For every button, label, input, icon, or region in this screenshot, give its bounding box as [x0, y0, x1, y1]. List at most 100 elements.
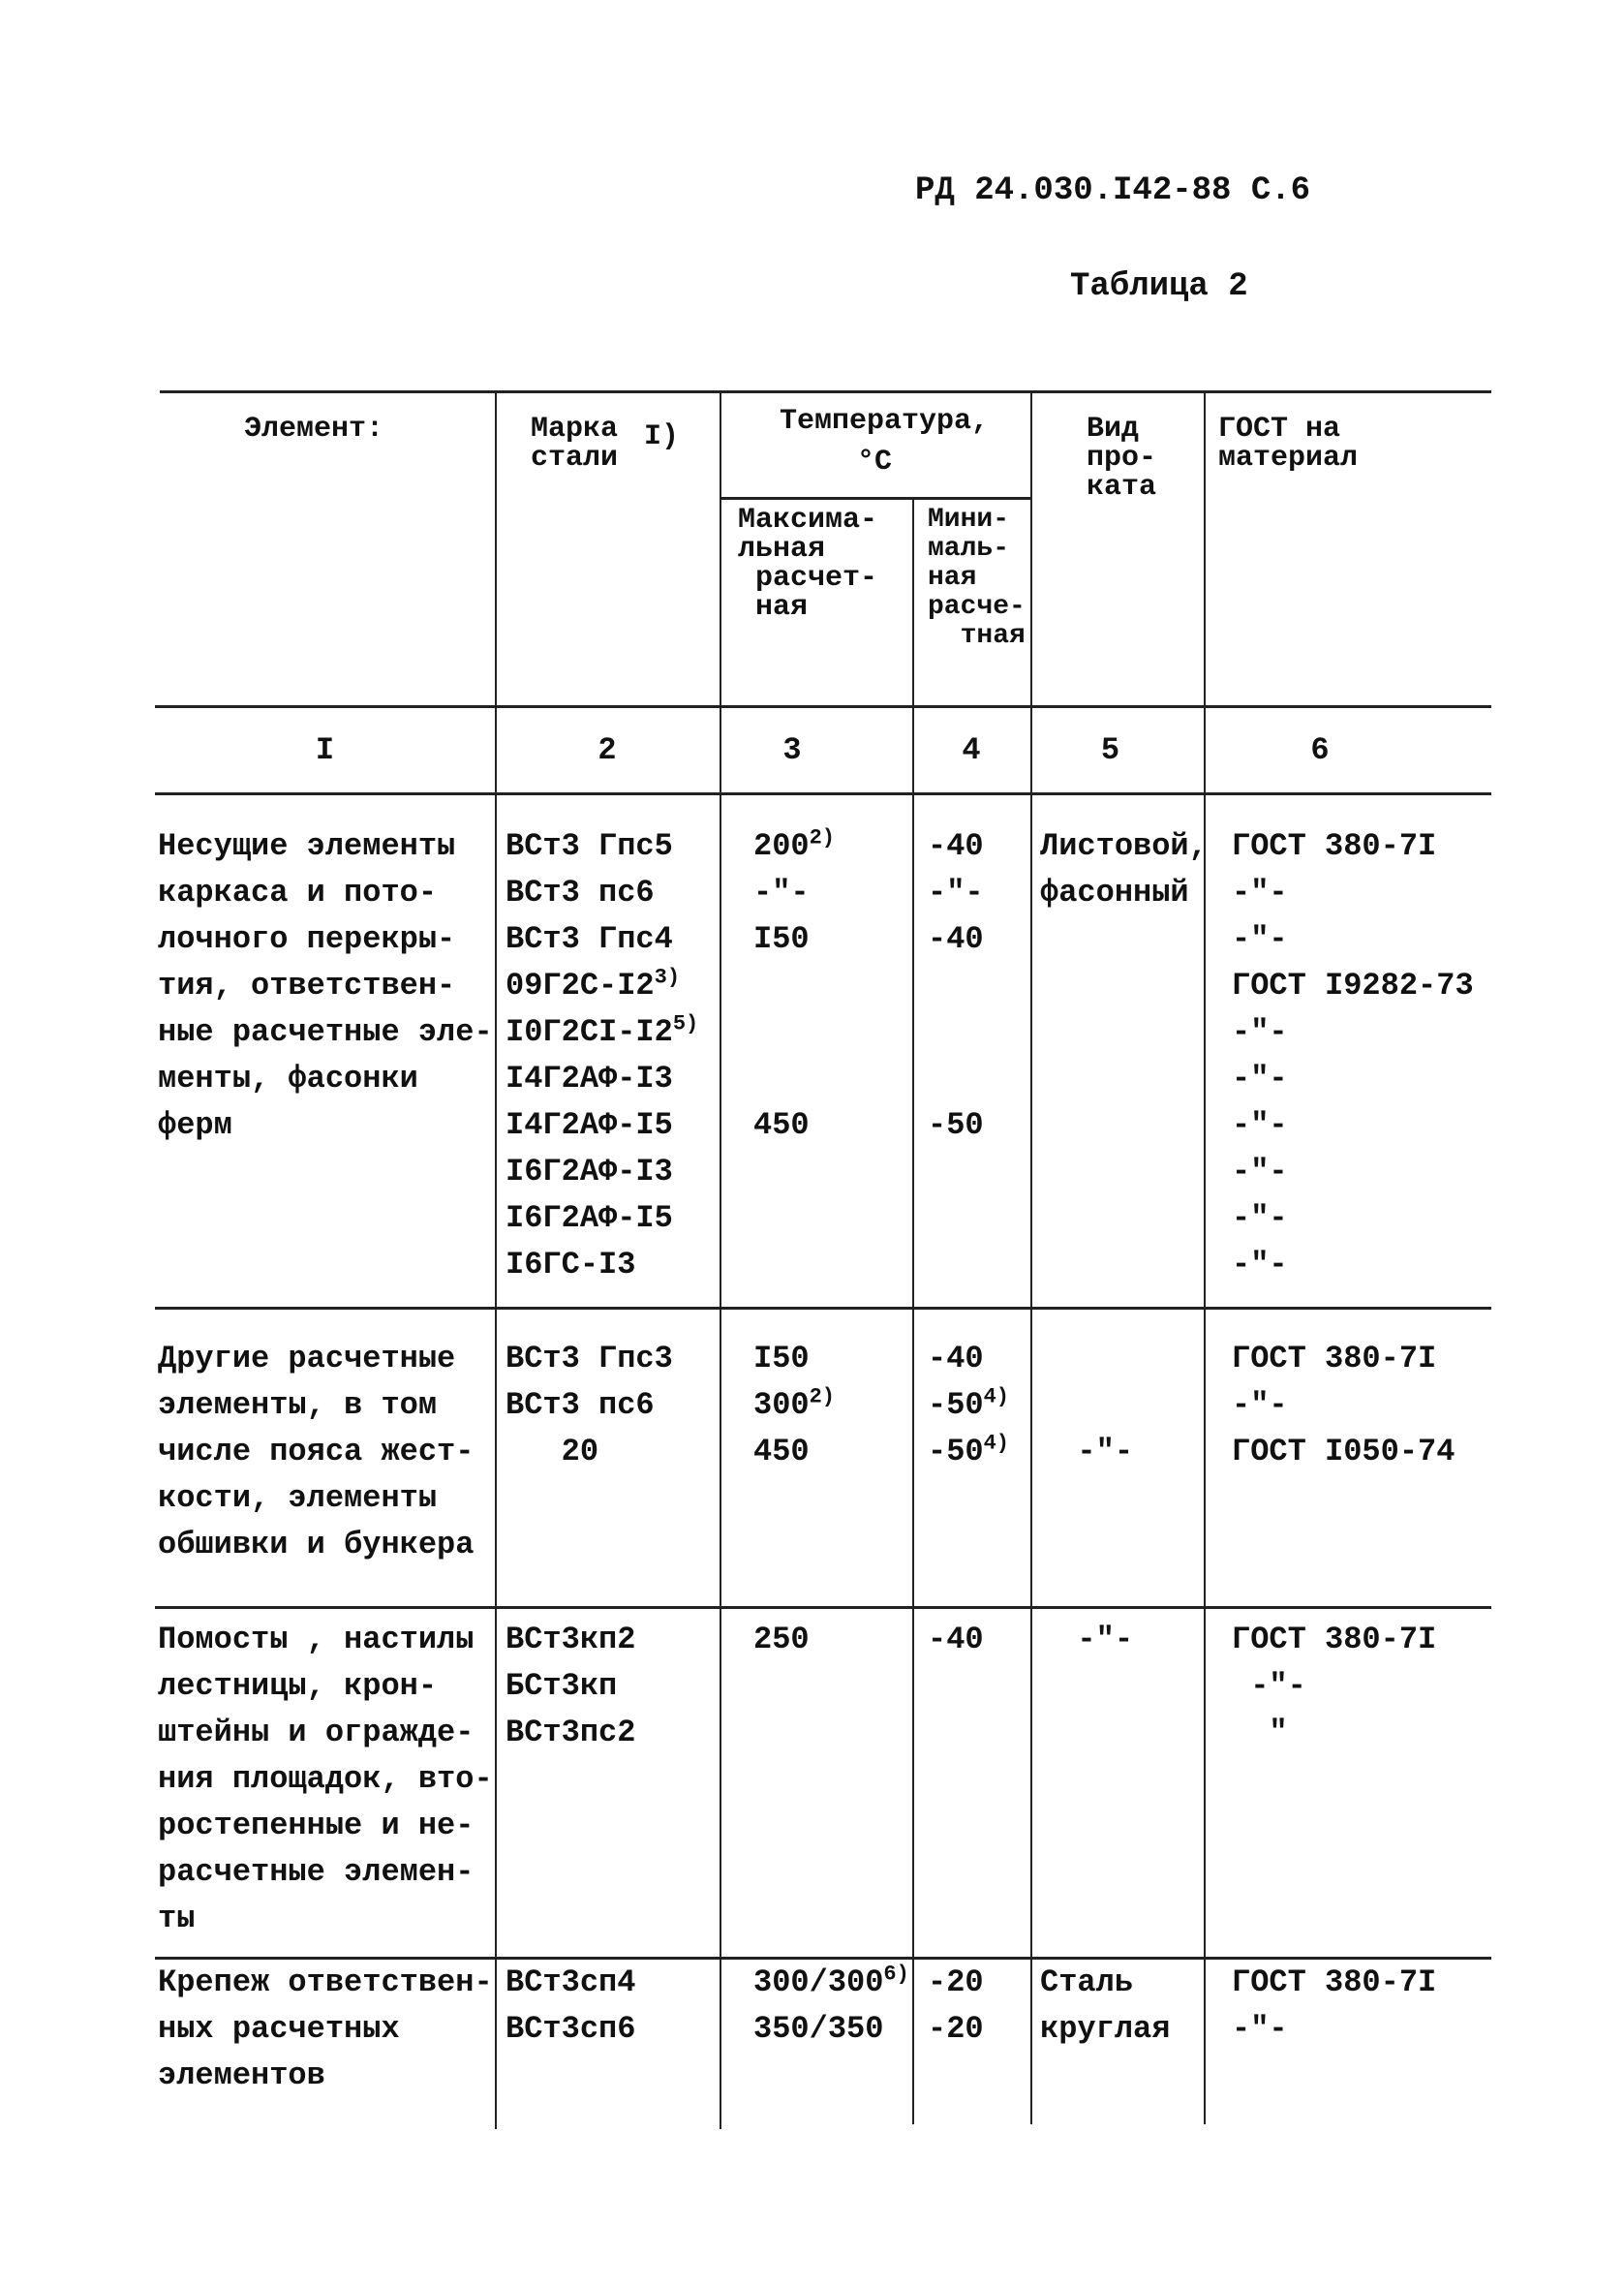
- cell-line: ": [1232, 1710, 1436, 1756]
- cell-text: 450: [753, 1434, 810, 1469]
- cell-text: ВСт3сп4: [506, 1964, 636, 2000]
- cell-temp-min: -40 -504) -504): [928, 1336, 1009, 1475]
- cell-gost: ГОСТ 380-7I -"- ": [1232, 1617, 1436, 1756]
- cell-text: штейны и огражде-: [158, 1715, 475, 1750]
- header-bottom-border: [155, 705, 1491, 708]
- cell-text: I6Г2АФ-I3: [506, 1154, 673, 1190]
- row-divider: [155, 1307, 1491, 1310]
- cell-temp-max: 300/3006) 350/350: [753, 1960, 909, 2053]
- cell-text: 300: [753, 1387, 810, 1423]
- cell-line: Листовой,: [1040, 823, 1208, 870]
- cell-text: ВСт3пс2: [506, 1715, 636, 1750]
- cell-text: ферм: [158, 1107, 232, 1143]
- header-temp-max: Максима- льная расчет- ная: [738, 504, 878, 624]
- cell-text: ГОСТ I9282-73: [1232, 968, 1474, 1004]
- cell-line: -"-: [1232, 1195, 1474, 1242]
- cell-line: -504): [928, 1382, 1009, 1429]
- column-number: 5: [1100, 732, 1120, 768]
- cell-rolled-type: Сталь круглая: [1040, 1960, 1170, 2053]
- cell-text: I50: [753, 921, 810, 957]
- cell-text: -50: [928, 1107, 984, 1143]
- cell-line: I6Г2АФ-I3: [506, 1149, 698, 1195]
- cell-text: 20: [506, 1434, 599, 1469]
- footnote-ref: 3): [654, 965, 681, 990]
- column-number: 2: [598, 732, 617, 768]
- cell-text: лестницы, крон-: [158, 1668, 438, 1704]
- cell-line: ГОСТ 380-7I: [1232, 1336, 1455, 1382]
- column-divider: [1030, 390, 1032, 2124]
- cell-line: ВСт3 пс6: [506, 870, 698, 916]
- cell-line: ВСт3 пс6: [506, 1382, 673, 1429]
- cell-temp-min: -20 -20: [928, 1960, 984, 2053]
- cell-line: -"-: [1232, 1663, 1436, 1710]
- cell-text: -"-: [1232, 1200, 1288, 1236]
- cell-text: -"-: [1040, 1622, 1134, 1657]
- header-temperature: Температура,: [780, 405, 990, 438]
- cell-line: 300/3006): [753, 1960, 909, 2006]
- cell-temp-max: I50 3002) 450: [753, 1336, 835, 1475]
- cell-text: ных расчетных: [158, 2011, 400, 2047]
- cell-text: -40: [928, 921, 984, 957]
- cell-line: 250: [753, 1617, 810, 1663]
- cell-rolled-type: -"-: [1040, 1617, 1133, 1663]
- cell-line: тия, ответствен-: [158, 963, 493, 1009]
- page-header: РД 24.030.I42-88 С.6: [915, 172, 1311, 209]
- cell-line: 20: [506, 1429, 673, 1475]
- cell-line: -20: [928, 1960, 984, 2006]
- cell-line: ВСт3сп4: [506, 1960, 635, 2006]
- cell-line: -"-: [1232, 2006, 1436, 2053]
- cell-line: ГОСТ 380-7I: [1232, 823, 1474, 870]
- cell-steel-grade: ВСт3 Гпс3 ВСт3 пс6 20: [506, 1336, 673, 1475]
- cell-element: Крепеж ответствен-ных расчетных элементов: [158, 1960, 493, 2099]
- cell-text: -40: [928, 1341, 984, 1376]
- cell-line: Другие расчетные: [158, 1336, 474, 1382]
- cell-line: ГОСТ 380-7I: [1232, 1960, 1436, 2006]
- header-gost: ГОСТ на материал: [1218, 413, 1359, 475]
- cell-line: -"-: [928, 870, 984, 916]
- cell-text: I50: [753, 1341, 810, 1376]
- cell-text: Несущие элементы: [158, 828, 456, 864]
- cell-text: -40: [928, 828, 984, 864]
- cell-text: ные расчетные эле-: [158, 1014, 493, 1050]
- cell-line: I6ГС-I3: [506, 1242, 698, 1288]
- cell-text: -"-: [1232, 1107, 1288, 1143]
- header-steel-grade-note: I): [644, 420, 680, 453]
- cell-line: ВСт3сп6: [506, 2006, 635, 2053]
- cell-line: Несущие элементы: [158, 823, 493, 870]
- cell-text: ГОСТ I050-74: [1232, 1434, 1455, 1469]
- cell-line: [928, 963, 984, 1009]
- cell-steel-grade: ВСт3 Гпс5 ВСт3 пс6 ВСт3 Гпс4 09Г2С-I23) I0Г2…: [506, 823, 698, 1288]
- column-divider: [720, 390, 721, 2129]
- cell-text: -"-: [1232, 1387, 1288, 1423]
- cell-line: кости, элементы: [158, 1475, 474, 1522]
- cell-text: ВСт3 Гпс4: [506, 921, 673, 957]
- cell-line: лочного перекры-: [158, 916, 493, 963]
- cell-line: БСт3кп: [506, 1663, 635, 1710]
- cell-text: ВСт3 пс6: [506, 1387, 655, 1423]
- cell-text: лочного перекры-: [158, 921, 456, 957]
- cell-text: обшивки и бункера: [158, 1527, 475, 1562]
- cell-line: Крепеж ответствен-: [158, 1960, 493, 2006]
- temperature-subheader-divider: [720, 497, 1030, 500]
- footnote-ref: 4): [983, 1431, 1010, 1456]
- cell-text: Помосты , настилы: [158, 1622, 475, 1657]
- cell-text: фасонный: [1040, 875, 1189, 911]
- cell-gost: ГОСТ 380-7I -"- ГОСТ I050-74: [1232, 1336, 1455, 1475]
- cell-rolled-type: -"-: [1040, 1336, 1133, 1475]
- cell-element: Другие расчетные элементы, в том числе поя…: [158, 1336, 474, 1568]
- cell-line: ных расчетных: [158, 2006, 493, 2053]
- cell-text: -"-: [1040, 1434, 1134, 1469]
- cell-text: -"-: [1232, 1061, 1288, 1097]
- cell-temp-max: 250: [753, 1617, 810, 1663]
- cell-line: -40: [928, 916, 984, 963]
- column-number: I: [315, 732, 335, 768]
- header-temp-min: Мини- маль- ная расче- тная: [928, 505, 1026, 651]
- cell-line: ферм: [158, 1102, 493, 1149]
- cell-text: I6Г2АФ-I5: [506, 1200, 673, 1236]
- cell-gost: ГОСТ 380-7I -"-: [1232, 1960, 1436, 2053]
- cell-text: 450: [753, 1107, 810, 1143]
- cell-line: -20: [928, 2006, 984, 2053]
- cell-text: -"-: [753, 875, 810, 911]
- cell-line: [1040, 1336, 1133, 1382]
- cell-text: 200: [753, 828, 810, 864]
